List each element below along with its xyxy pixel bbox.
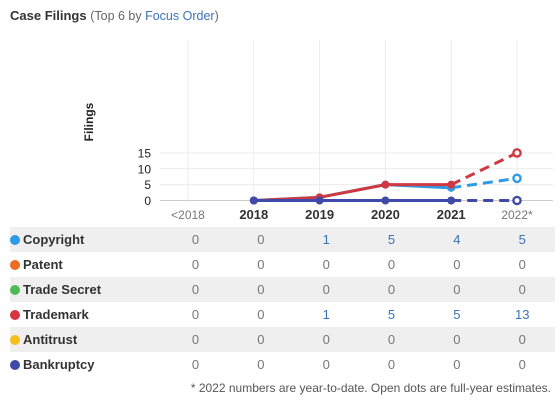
table-row: Trademark 0 0 1 5 5 13 xyxy=(10,302,555,327)
table-cell[interactable]: 4 xyxy=(424,227,490,252)
legend-dot-icon xyxy=(10,260,20,270)
x-tick-label: 2022* xyxy=(501,208,533,222)
footnote: * 2022 numbers are year-to-date. Open do… xyxy=(190,381,551,395)
x-tick-label: <2018 xyxy=(171,208,205,222)
table-cell: 0 xyxy=(424,327,490,352)
table-cell: 0 xyxy=(322,357,330,372)
table-cell: 0 xyxy=(228,327,294,352)
table-cell: 0 xyxy=(489,327,555,352)
table-cell: 0 xyxy=(293,277,359,302)
table-cell[interactable]: 5 xyxy=(387,307,396,322)
y-axis-ticks: 0 5 10 15 xyxy=(138,146,152,208)
table-cell[interactable]: 1 xyxy=(322,307,330,322)
table-cell: 0 xyxy=(518,357,526,372)
table-cell: 0 xyxy=(387,257,396,272)
data-table: Copyright 0 0 1 5 4 5 Patent 0 0 0 0 0 0 Trade Secret 0… xyxy=(10,227,555,377)
x-tick-label: 2021 xyxy=(437,207,466,222)
focus-order-link[interactable]: Focus Order xyxy=(145,9,215,23)
line-chart: 0 5 10 15 <2018 2018 2019 2020 2021 2022* Filing… xyxy=(82,40,553,222)
table-cell: 0 xyxy=(453,357,461,372)
series-line xyxy=(253,183,452,202)
data-point xyxy=(381,180,390,189)
table-cell[interactable]: 5 xyxy=(489,227,555,252)
table-cell: 0 xyxy=(257,257,265,272)
y-tick-label: 0 xyxy=(144,194,151,208)
table-cell: 0 xyxy=(162,277,229,302)
table-cell[interactable]: 5 xyxy=(453,307,461,322)
legend-dot-icon xyxy=(10,310,20,320)
row-label-text: Copyright xyxy=(23,232,85,247)
table-cell: 0 xyxy=(228,227,294,252)
estimate-line xyxy=(450,176,518,190)
row-label: Bankruptcy xyxy=(10,352,163,377)
data-point xyxy=(447,196,456,205)
table-cell: 0 xyxy=(228,277,294,302)
table-cell: 0 xyxy=(257,357,265,372)
row-label: Antitrust xyxy=(10,327,163,352)
table-cell: 0 xyxy=(489,277,555,302)
table-cell: 0 xyxy=(162,327,229,352)
legend-dot-icon xyxy=(10,360,20,370)
table-row: Patent 0 0 0 0 0 0 xyxy=(10,252,555,277)
chart-header: Case Filings (Top 6 by Focus Order) xyxy=(10,8,219,23)
estimate-point xyxy=(512,195,522,206)
table-row: Bankruptcy 0 0 0 0 0 0 xyxy=(10,352,555,377)
table-cell: 0 xyxy=(162,227,229,252)
row-label-text: Trade Secret xyxy=(23,282,102,297)
estimate-point xyxy=(512,148,522,158)
row-label: Copyright xyxy=(10,227,163,252)
y-tick-label: 15 xyxy=(138,146,152,160)
table-cell: 0 xyxy=(322,257,330,272)
table-cell: 0 xyxy=(191,307,200,322)
legend-dot-icon xyxy=(10,285,20,295)
row-label-text: Trademark xyxy=(23,307,89,322)
row-label: Trade Secret xyxy=(10,277,163,302)
data-point xyxy=(249,196,258,205)
row-label-text: Antitrust xyxy=(23,332,78,347)
estimate-line xyxy=(450,151,518,187)
table-cell[interactable]: 13 xyxy=(515,307,530,322)
x-tick-label: 2018 xyxy=(239,207,268,222)
x-tick-label: 2020 xyxy=(371,207,400,222)
x-tick-label: 2019 xyxy=(305,207,334,222)
row-label-text: Bankruptcy xyxy=(23,357,95,372)
chart-title: Case Filings xyxy=(10,8,87,23)
row-label: Trademark xyxy=(10,302,163,327)
table-row: Antitrust 0 0 0 0 0 0 xyxy=(10,327,555,352)
table-cell: 0 xyxy=(424,277,490,302)
series-lines xyxy=(249,148,522,206)
table-cell: 0 xyxy=(191,357,200,372)
table-cell: 0 xyxy=(293,327,359,352)
y-tick-label: 5 xyxy=(144,178,151,192)
data-point xyxy=(381,196,390,205)
table-cell: 0 xyxy=(358,277,425,302)
row-label-text: Patent xyxy=(23,257,63,272)
subtitle-prefix: (Top 6 by xyxy=(90,9,146,23)
table-cell: 0 xyxy=(387,357,396,372)
table-row: Copyright 0 0 1 5 4 5 xyxy=(10,227,555,252)
table-cell: 0 xyxy=(191,257,200,272)
legend-dot-icon xyxy=(10,335,20,345)
y-tick-label: 10 xyxy=(138,162,152,176)
table-cell: 0 xyxy=(358,327,425,352)
chart-subtitle: (Top 6 by Focus Order) xyxy=(90,9,219,23)
legend-dot-icon xyxy=(10,235,20,245)
x-axis-ticks: <2018 2018 2019 2020 2021 2022* xyxy=(171,207,533,222)
table-cell: 0 xyxy=(257,307,265,322)
table-cell[interactable]: 5 xyxy=(358,227,425,252)
table-cell: 0 xyxy=(518,257,526,272)
table-cell[interactable]: 1 xyxy=(293,227,359,252)
data-point xyxy=(315,196,324,205)
estimate-point xyxy=(512,173,522,184)
subtitle-suffix: ) xyxy=(214,9,219,23)
table-row: Trade Secret 0 0 0 0 0 0 xyxy=(10,277,555,302)
y-axis-title: Filings xyxy=(82,102,96,141)
row-label: Patent xyxy=(10,252,163,277)
table-cell: 0 xyxy=(453,257,461,272)
grid-lines xyxy=(160,40,553,201)
data-point xyxy=(447,180,456,189)
